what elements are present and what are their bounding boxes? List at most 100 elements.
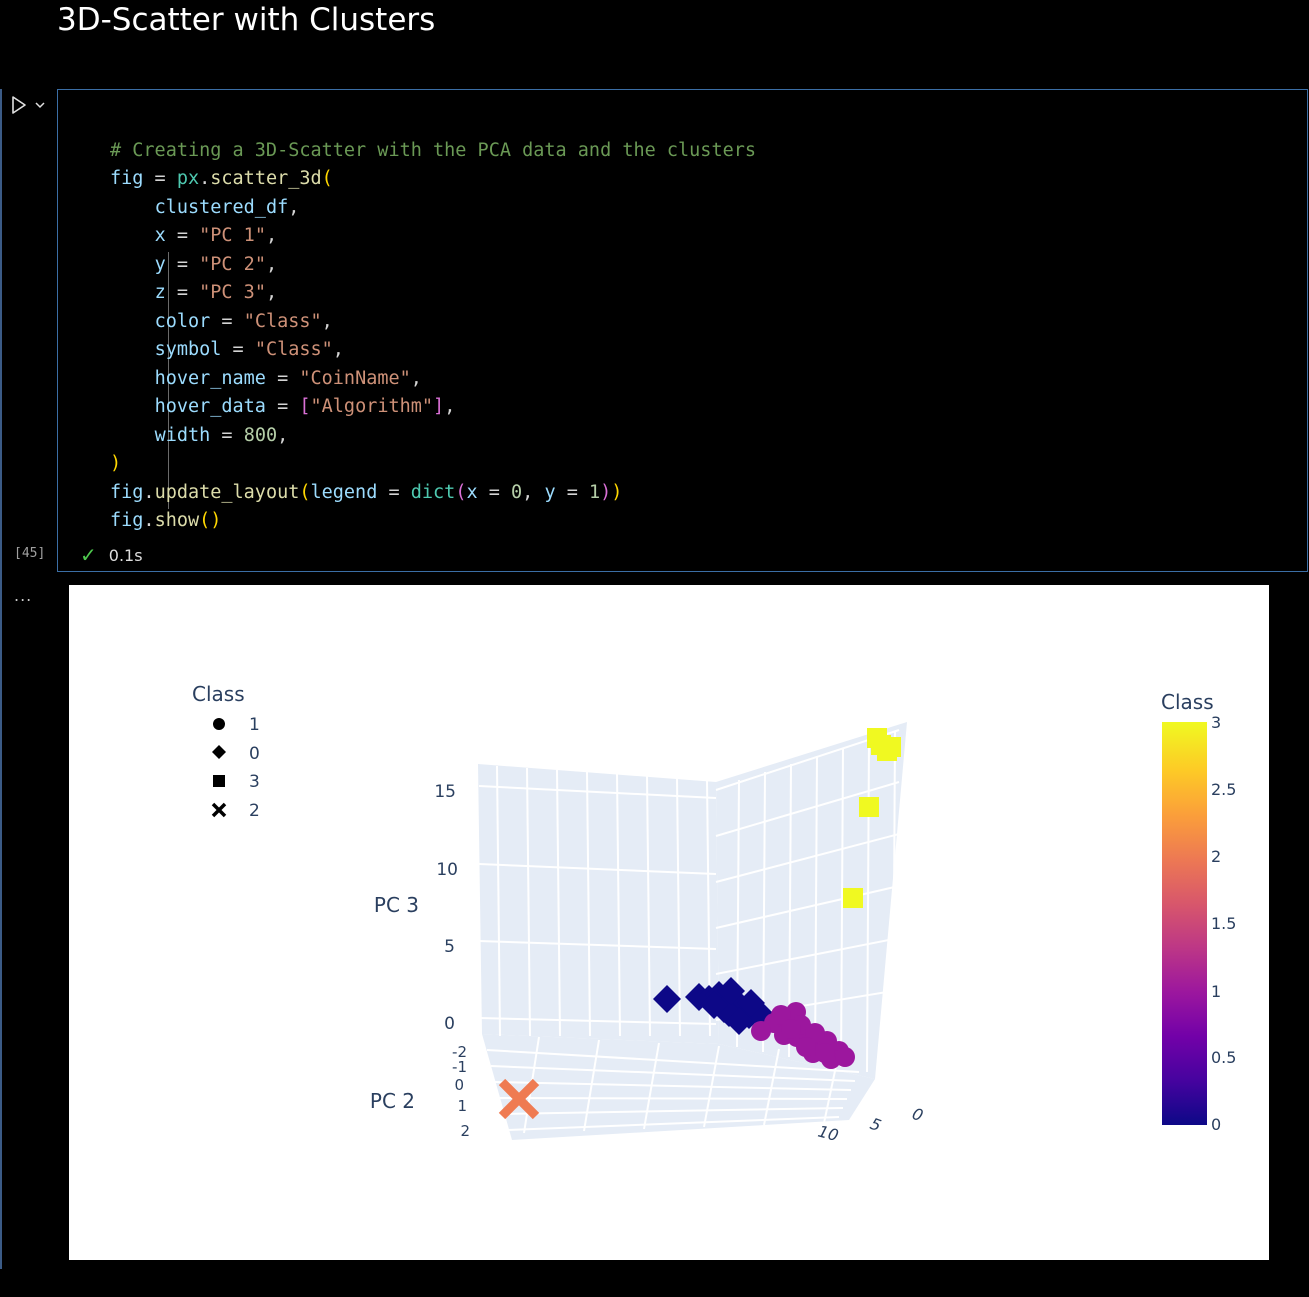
point-class-1 <box>796 1037 816 1057</box>
scatter-3d-plot[interactable]: 15 10 5 0 PC 3 -2 -1 0 1 2 PC 2 0 5 10 C… <box>69 585 1269 1260</box>
scene-3d[interactable] <box>478 722 907 1140</box>
run-cell-button[interactable] <box>10 95 46 115</box>
output-menu-icon[interactable]: ... <box>14 586 33 605</box>
code-line: fig = px.scatter_3d( <box>110 168 333 189</box>
diamond-icon <box>212 745 226 759</box>
code-editor[interactable]: # Creating a 3D-Scatter with the PCA dat… <box>110 108 756 593</box>
legend[interactable]: Class 1 0 3 2 <box>192 682 260 821</box>
plot-output[interactable]: 15 10 5 0 PC 3 -2 -1 0 1 2 PC 2 0 5 10 C… <box>69 585 1269 1260</box>
legend-label: 3 <box>249 772 260 792</box>
legend-title: Class <box>192 682 245 706</box>
z-axis: 15 10 5 0 PC 3 <box>374 782 458 1034</box>
cell-focus-bar <box>0 89 2 1269</box>
colorbar-tick: 1.5 <box>1211 914 1236 933</box>
indent-guide <box>168 252 169 509</box>
legend-label: 2 <box>249 801 260 821</box>
play-icon <box>12 96 45 114</box>
code-line: # Creating a 3D-Scatter with the PCA dat… <box>110 139 757 161</box>
point-class-0 <box>700 991 728 1019</box>
execution-time: 0.1s <box>108 545 143 565</box>
colorbar-tick: 3 <box>1211 713 1221 732</box>
code-line: y = "PC 2", <box>154 253 278 275</box>
grid-line <box>616 773 621 1037</box>
grid-line <box>586 771 591 1037</box>
x-tick-label: 0 <box>910 1104 926 1125</box>
legend-item-3[interactable]: 3 <box>213 772 260 792</box>
point-class-0 <box>653 985 681 1013</box>
colorbar-tick: 2.5 <box>1211 780 1236 799</box>
code-line: x = "PC 1", <box>154 225 278 246</box>
point-class-2 <box>498 1078 540 1120</box>
colorbar-tick: 2 <box>1211 847 1221 866</box>
grid-line <box>840 747 844 1068</box>
point-class-3 <box>859 797 879 817</box>
legend-label: 0 <box>249 744 260 764</box>
grid-line <box>763 1048 780 1126</box>
point-class-0 <box>717 977 745 1005</box>
code-line: symbol = "Class", <box>154 339 344 360</box>
y-axis: -2 -1 0 1 2 PC 2 <box>370 1043 470 1140</box>
z-tick-label: 0 <box>444 1014 455 1034</box>
back-left-pane <box>478 764 719 1044</box>
point-class-1 <box>815 1043 835 1063</box>
grid-line <box>583 1039 600 1132</box>
code-cell[interactable]: # Creating a 3D-Scatter with the PCA dat… <box>57 89 1308 572</box>
grid-line <box>866 739 870 1073</box>
grid-line <box>486 1049 860 1073</box>
colorbar-title: Class <box>1161 690 1214 714</box>
colorbar-tick: 0.5 <box>1211 1048 1236 1067</box>
y-tick-label: 0 <box>454 1076 464 1094</box>
check-icon: ✓ <box>80 543 97 567</box>
grid-line <box>478 863 717 875</box>
execution-count: [45] <box>14 546 46 561</box>
grid-line <box>506 1116 840 1131</box>
code-line: fig.show() <box>110 510 222 531</box>
y-tick-label: 2 <box>460 1122 470 1140</box>
point-class-3 <box>843 888 863 908</box>
grid-line <box>498 1097 848 1100</box>
point-class-1 <box>771 1005 791 1025</box>
grid-line <box>646 775 651 1037</box>
grid-line <box>892 731 896 1078</box>
colorbar: Class 3 2.5 2 1.5 1 0.5 0 <box>1161 690 1236 1134</box>
x-tick-label: 5 <box>868 1114 884 1135</box>
y-tick-label: -2 <box>452 1043 467 1061</box>
legend-label: 1 <box>249 715 260 735</box>
y-axis-title: PC 2 <box>370 1089 415 1113</box>
execution-status: ✓ 0.1s <box>80 543 143 567</box>
grid-line <box>703 1045 720 1128</box>
chevron-down-icon <box>35 102 45 109</box>
code-line: hover_data = ["Algorithm"], <box>154 396 456 417</box>
grid-line <box>526 767 531 1037</box>
code-line: clustered_df, <box>154 196 300 218</box>
grid-line <box>643 1042 660 1130</box>
z-axis-title: PC 3 <box>374 893 419 917</box>
legend-item-0[interactable]: 0 <box>212 744 260 764</box>
legend-item-2[interactable]: 2 <box>211 801 260 821</box>
point-class-1 <box>751 1021 771 1041</box>
z-tick-label: 10 <box>436 860 458 880</box>
code-line: fig.update_layout(legend = dict(x = 0, y… <box>110 481 623 503</box>
code-line: hover_name = "CoinName", <box>154 367 422 389</box>
grid-line <box>496 765 501 1037</box>
x-tick-label: 10 <box>816 1122 841 1146</box>
legend-item-1[interactable]: 1 <box>213 715 260 735</box>
point-class-1 <box>835 1047 855 1067</box>
code-line: ) <box>110 453 122 474</box>
x-icon <box>211 802 227 818</box>
z-tick-label: 5 <box>444 937 455 957</box>
z-tick-label: 15 <box>434 782 456 802</box>
grid-line <box>502 1107 844 1115</box>
point-class-0 <box>737 989 765 1017</box>
code-line: z = "PC 3", <box>154 282 278 303</box>
square-icon <box>213 775 225 787</box>
grid-line <box>478 940 717 950</box>
colorbar-tick: 1 <box>1211 982 1221 1001</box>
y-tick-label: -1 <box>452 1058 467 1076</box>
circle-icon <box>213 718 225 730</box>
point-class-3 <box>881 737 901 757</box>
y-tick-label: 1 <box>457 1097 467 1115</box>
grid-line <box>478 1017 717 1025</box>
markdown-title: 3D-Scatter with Clusters <box>57 2 436 38</box>
grid-line <box>814 755 818 1063</box>
